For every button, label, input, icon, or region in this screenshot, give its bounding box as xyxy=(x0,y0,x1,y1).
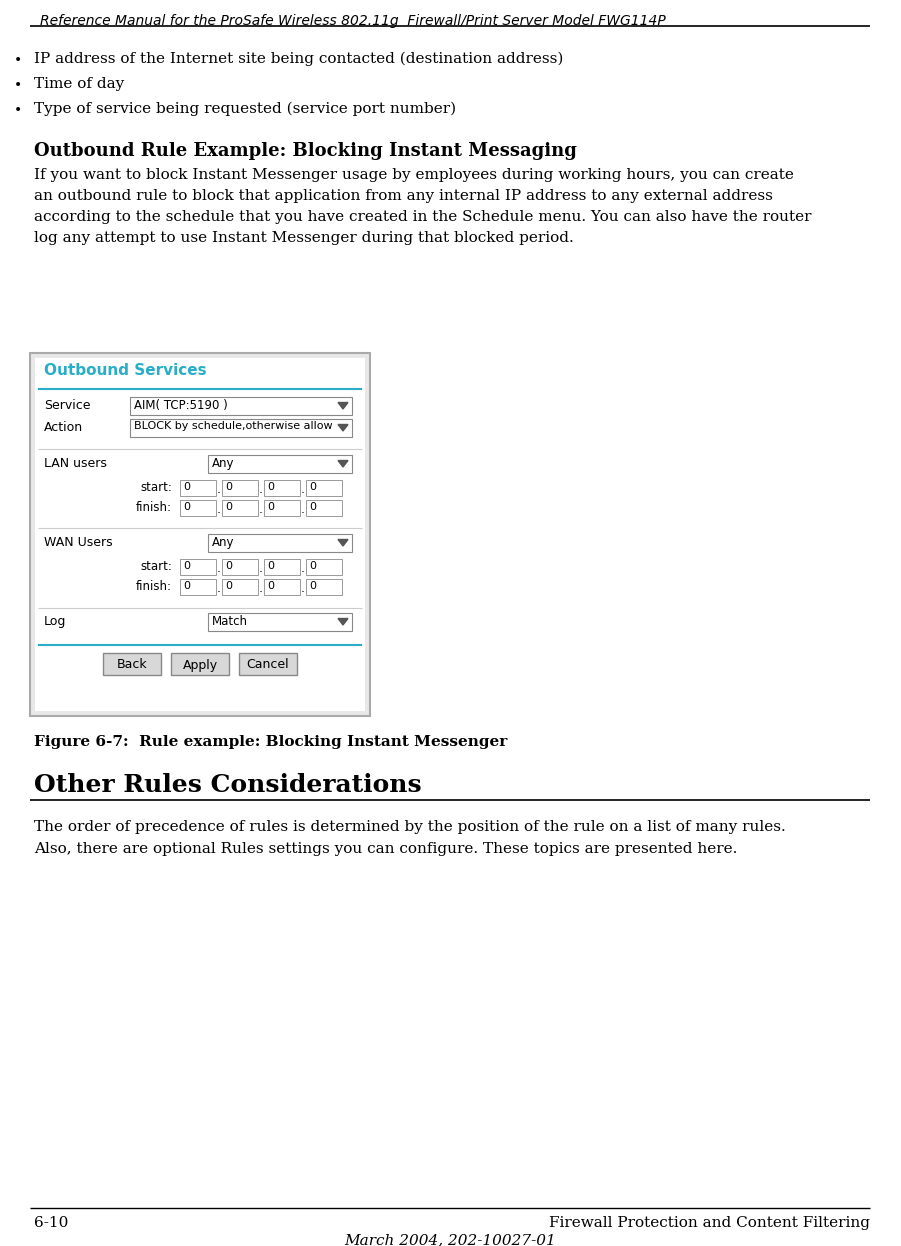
Bar xyxy=(30,353,370,716)
Text: Any: Any xyxy=(212,536,234,549)
Text: finish:: finish: xyxy=(136,579,172,593)
Bar xyxy=(264,559,300,574)
Bar xyxy=(222,579,258,596)
Text: Match: Match xyxy=(212,616,248,628)
Text: Time of day: Time of day xyxy=(34,77,124,91)
Text: Service: Service xyxy=(44,399,90,412)
Bar xyxy=(208,455,352,473)
Bar xyxy=(222,559,258,574)
Text: .: . xyxy=(217,582,221,596)
Text: .: . xyxy=(301,582,305,596)
Text: .: . xyxy=(259,562,263,574)
Text: start:: start: xyxy=(140,559,172,573)
Text: 0: 0 xyxy=(183,561,190,571)
Text: Outbound Rule Example: Blocking Instant Messaging: Outbound Rule Example: Blocking Instant … xyxy=(34,142,577,159)
Text: BLOCK by schedule,otherwise allow: BLOCK by schedule,otherwise allow xyxy=(134,421,332,431)
Text: start:: start: xyxy=(140,481,172,493)
Text: an outbound rule to block that application from any internal IP address to any e: an outbound rule to block that applicati… xyxy=(34,189,773,203)
Text: 0: 0 xyxy=(225,581,232,591)
Text: according to the schedule that you have created in the Schedule menu. You can al: according to the schedule that you have … xyxy=(34,211,812,224)
Text: Firewall Protection and Content Filtering: Firewall Protection and Content Filterin… xyxy=(549,1216,870,1230)
Bar xyxy=(35,358,365,711)
Text: Outbound Services: Outbound Services xyxy=(44,363,206,378)
Text: If you want to block Instant Messenger usage by employees during working hours, : If you want to block Instant Messenger u… xyxy=(34,168,794,182)
Text: IP address of the Internet site being contacted (destination address): IP address of the Internet site being co… xyxy=(34,52,563,66)
Text: 0: 0 xyxy=(225,561,232,571)
Bar xyxy=(130,397,352,415)
Polygon shape xyxy=(338,461,348,467)
Text: Apply: Apply xyxy=(182,658,217,672)
Text: Also, there are optional Rules settings you can configure. These topics are pres: Also, there are optional Rules settings … xyxy=(34,842,737,856)
Polygon shape xyxy=(338,425,348,431)
Text: finish:: finish: xyxy=(136,501,172,515)
Bar xyxy=(180,579,216,596)
Bar xyxy=(306,559,342,574)
Text: .: . xyxy=(301,483,305,496)
Text: 0: 0 xyxy=(267,581,274,591)
Text: March 2004, 202-10027-01: March 2004, 202-10027-01 xyxy=(344,1234,556,1246)
Text: 0: 0 xyxy=(309,502,316,512)
Text: 0: 0 xyxy=(183,581,190,591)
Bar xyxy=(264,500,300,516)
Bar xyxy=(130,419,352,437)
Bar xyxy=(208,535,352,552)
Bar xyxy=(306,500,342,516)
Text: .: . xyxy=(217,503,221,516)
Text: .: . xyxy=(301,503,305,516)
Bar xyxy=(222,480,258,496)
Bar xyxy=(264,480,300,496)
Bar xyxy=(306,480,342,496)
Bar xyxy=(264,579,300,596)
Text: .: . xyxy=(259,582,263,596)
Text: Reference Manual for the ProSafe Wireless 802.11g  Firewall/Print Server Model F: Reference Manual for the ProSafe Wireles… xyxy=(40,14,666,27)
Text: 0: 0 xyxy=(225,502,232,512)
Bar xyxy=(239,653,297,675)
Text: LAN users: LAN users xyxy=(44,457,107,470)
Bar xyxy=(222,500,258,516)
Text: Action: Action xyxy=(44,421,83,434)
Text: log any attempt to use Instant Messenger during that blocked period.: log any attempt to use Instant Messenger… xyxy=(34,231,574,245)
Text: 0: 0 xyxy=(267,502,274,512)
Bar xyxy=(180,559,216,574)
Text: 6-10: 6-10 xyxy=(34,1216,68,1230)
Text: 0: 0 xyxy=(183,482,190,492)
Text: •: • xyxy=(14,78,23,92)
Bar xyxy=(180,480,216,496)
Text: 0: 0 xyxy=(267,482,274,492)
Text: Log: Log xyxy=(44,616,67,628)
Polygon shape xyxy=(338,402,348,409)
Text: Any: Any xyxy=(212,457,234,470)
Text: .: . xyxy=(217,562,221,574)
Text: 0: 0 xyxy=(267,561,274,571)
Bar xyxy=(306,579,342,596)
Text: WAN Users: WAN Users xyxy=(44,536,113,549)
Text: .: . xyxy=(301,562,305,574)
Text: The order of precedence of rules is determined by the position of the rule on a : The order of precedence of rules is dete… xyxy=(34,820,786,834)
Text: 0: 0 xyxy=(309,561,316,571)
Text: .: . xyxy=(259,503,263,516)
Bar xyxy=(208,613,352,630)
Text: Figure 6-7:  Rule example: Blocking Instant Messenger: Figure 6-7: Rule example: Blocking Insta… xyxy=(34,735,507,749)
Bar xyxy=(171,653,229,675)
Text: .: . xyxy=(217,483,221,496)
Text: 0: 0 xyxy=(309,581,316,591)
Text: Cancel: Cancel xyxy=(247,658,289,672)
Text: •: • xyxy=(14,54,23,67)
Text: Type of service being requested (service port number): Type of service being requested (service… xyxy=(34,102,456,116)
Polygon shape xyxy=(338,618,348,625)
Text: .: . xyxy=(259,483,263,496)
Text: AIM( TCP:5190 ): AIM( TCP:5190 ) xyxy=(134,399,228,412)
Text: 0: 0 xyxy=(225,482,232,492)
Text: 0: 0 xyxy=(309,482,316,492)
Bar xyxy=(103,653,161,675)
Text: •: • xyxy=(14,103,23,117)
Text: Back: Back xyxy=(117,658,147,672)
Bar xyxy=(180,500,216,516)
Text: 0: 0 xyxy=(183,502,190,512)
Text: Other Rules Considerations: Other Rules Considerations xyxy=(34,773,422,797)
Polygon shape xyxy=(338,540,348,546)
